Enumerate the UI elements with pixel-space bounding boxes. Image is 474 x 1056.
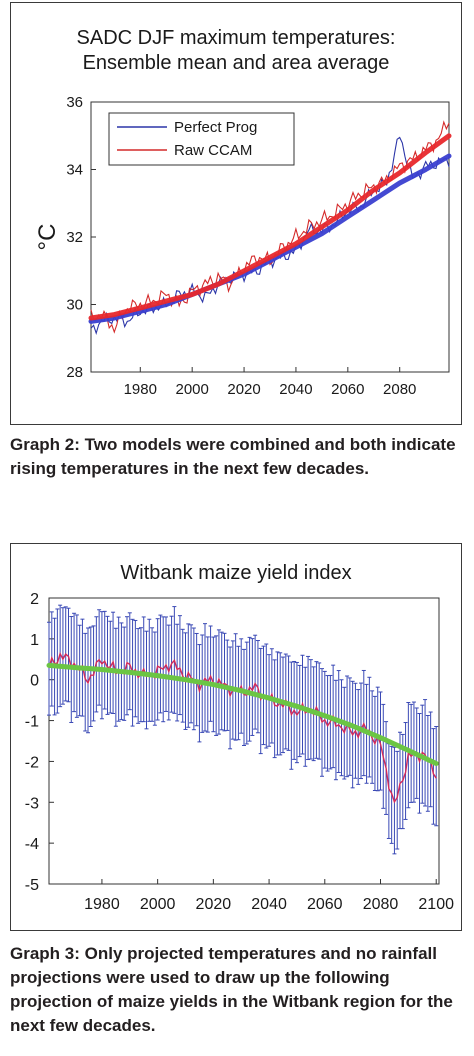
maize-yield-chart: 2 1 0 -1 -2 -3 -4 -5 1980 2000 2020 2040 2060 2080 210… <box>25 591 454 913</box>
x-tick-label: 1980 <box>84 896 120 913</box>
x-tick-label: 1980 <box>124 381 157 398</box>
trend-line-blue <box>88 153 452 324</box>
legend-label-raw-ccam: Raw CCAM <box>174 142 252 159</box>
x-tick-label: 2000 <box>140 896 176 913</box>
maize-chart-panel: Witbank maize yield index 2 1 0 -1 -2 -3 -4 -5 1… <box>10 543 462 931</box>
x-tick-label: 2100 <box>418 896 454 913</box>
y-tick-label: -1 <box>25 714 39 731</box>
y-tick-label: 32 <box>66 229 83 246</box>
temperature-chart: 28 30 32 34 36 1980 2000 2020 2040 2060 2080 °C Perf… <box>34 94 452 398</box>
x-tick-label: 2020 <box>227 381 260 398</box>
graph2-caption: Graph 2: Two models were combined and bo… <box>10 435 456 478</box>
y-tick-label: 36 <box>66 94 83 111</box>
y-tick-label: 1 <box>30 632 39 649</box>
legend-label-perfect-prog: Perfect Prog <box>174 119 257 136</box>
chart-title: Witbank maize yield index <box>120 562 352 584</box>
y-tick-label: 34 <box>66 162 83 179</box>
y-tick-label: -2 <box>25 754 39 771</box>
y-tick-label: -5 <box>25 877 39 894</box>
chart-title: SADC DJF maximum temperatures: <box>76 27 396 49</box>
x-tick-label: 2040 <box>251 896 287 913</box>
x-tick-label: 2020 <box>196 896 232 913</box>
y-tick-label: -3 <box>25 795 39 812</box>
graph3-caption: Graph 3: Only projected temperatures and… <box>10 944 453 1035</box>
trend-line-red <box>88 133 452 321</box>
x-tick-label: 2040 <box>279 381 312 398</box>
x-tick-label: 2080 <box>363 896 399 913</box>
y-axis-label: °C <box>34 224 61 251</box>
trend-line-green <box>46 662 439 766</box>
y-tick-label: -4 <box>25 836 39 853</box>
y-tick-label: 2 <box>30 591 39 608</box>
y-tick-label: 0 <box>30 673 39 690</box>
y-tick-label: 30 <box>66 297 83 314</box>
legend-box <box>108 112 295 166</box>
x-tick-label: 2060 <box>331 381 364 398</box>
temperature-chart-panel: SADC DJF maximum temperatures: Ensemble … <box>10 2 462 425</box>
x-tick-label: 2080 <box>383 381 416 398</box>
x-tick-label: 2000 <box>175 381 208 398</box>
x-tick-label: 2060 <box>307 896 343 913</box>
chart-subtitle: Ensemble mean and area average <box>82 52 390 74</box>
y-tick-label: 28 <box>66 364 83 381</box>
